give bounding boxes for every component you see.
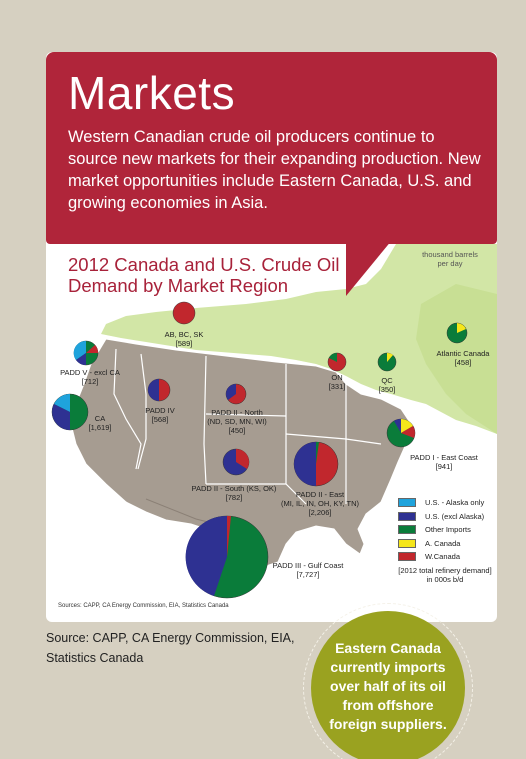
legend-item: A. Canada — [398, 537, 498, 551]
label-atlantic-canada: Atlantic Canada [458] — [436, 349, 490, 367]
page-title: Markets — [68, 67, 236, 119]
legend-item: W.Canada — [398, 550, 498, 564]
legend-note: [2012 total refinery demand] in 000s b/d — [398, 566, 492, 584]
label-ca: CA [1,619] — [88, 414, 112, 432]
pie-padd-iv — [147, 378, 171, 402]
legend-swatch — [398, 511, 416, 521]
legend-item: Other Imports — [398, 523, 498, 537]
intro-text: Western Canadian crude oil producers con… — [68, 128, 481, 212]
label-padd-i-east-coast: PADD I - East Coast [941] — [410, 453, 478, 471]
pie-atlantic-canada — [446, 322, 468, 344]
pie-padd-ii-south — [222, 448, 250, 476]
banner-tail — [346, 240, 392, 296]
label-qc: QC [350] — [378, 376, 396, 394]
legend-swatch — [398, 538, 416, 548]
legend-swatch — [398, 498, 416, 508]
label-padd-ii-east: PADD II - East (MI, IL, IN, OH, KY, TN) [2… — [280, 490, 360, 517]
source-text: Source: CAPP, CA Energy Commission, EIA,… — [46, 631, 295, 665]
label-ab-bc-sk: AB, BC, SK [589] — [164, 330, 204, 348]
label-padd-iii-gulf-coast: PADD III - Gulf Coast [7,727] — [272, 561, 344, 579]
pie-padd-i-east-coast — [386, 418, 416, 448]
callout-bubble: Eastern Canada currently imports over ha… — [311, 611, 465, 759]
pie-padd-v-excl-ca — [73, 340, 99, 366]
label-padd-ii-north: PADD II - North (ND, SD, MN, WI) [450] — [207, 408, 267, 435]
pie-ca — [51, 393, 89, 431]
map-title: 2012 Canada and U.S. Crude Oil Demand by… — [68, 254, 340, 296]
legend-swatch — [398, 525, 416, 535]
label-padd-v-excl-ca: PADD V - excl CA [712] — [60, 368, 120, 386]
pie-padd-iii-gulf-coast — [185, 515, 269, 599]
legend-item: U.S. (excl Alaska) — [398, 510, 498, 524]
legend-item: U.S. - Alaska only — [398, 496, 498, 510]
pie-padd-ii-north — [225, 383, 247, 405]
callout-ring — [303, 603, 473, 759]
padd-borders — [113, 348, 382, 505]
label-on: ON [331] — [328, 373, 346, 391]
map-source: Sources: CAPP, CA Energy Commission, EIA… — [58, 603, 229, 609]
canada-east-landmass — [416, 284, 497, 434]
pie-ab-bc-sk — [172, 301, 196, 325]
map-legend: U.S. - Alaska only U.S. (excl Alaska) Ot… — [398, 496, 498, 564]
header-banner — [46, 52, 497, 244]
pie-padd-ii-east — [293, 441, 339, 487]
canada-landmass — [101, 244, 497, 434]
pie-on — [327, 352, 347, 372]
legend-swatch — [398, 552, 416, 562]
label-padd-iv: PADD IV [568] — [145, 406, 175, 424]
pie-qc — [377, 352, 397, 372]
units-label: thousand barrels per day — [422, 250, 478, 268]
label-padd-ii-south: PADD II - South (KS, OK) [782] — [191, 484, 277, 502]
